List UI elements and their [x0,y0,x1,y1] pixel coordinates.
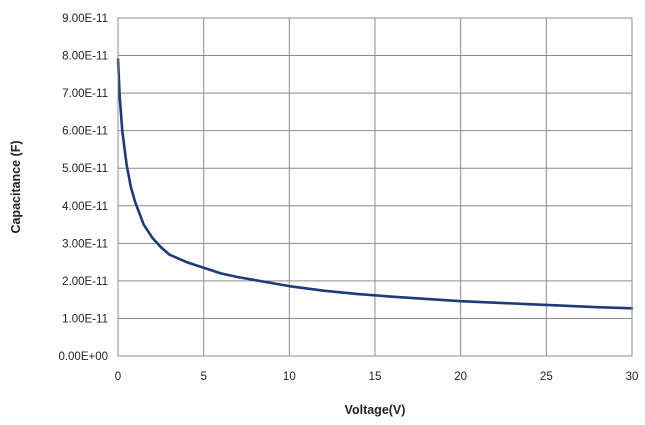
x-tick-label: 15 [369,371,382,383]
x-tick-label: 25 [540,371,553,383]
x-tick-label: 10 [283,371,296,383]
x-tick-label: 5 [200,371,206,383]
y-tick-label: 6.00E-11 [62,126,108,138]
y-tick-label: 3.00E-11 [62,238,108,250]
x-tick-label: 30 [626,371,639,383]
capacitance-series-line [116,58,634,310]
y-tick-label: 5.00E-11 [62,163,108,175]
y-axis-title: Capacitance (F) [9,140,23,233]
x-tick-labels: 0 5 10 15 20 25 30 [115,371,639,383]
series-group [116,58,634,310]
x-tick-label: 20 [454,371,467,383]
y-tick-label: 0.00E+00 [58,351,108,363]
y-tick-label: 7.00E-11 [62,88,108,100]
y-tick-labels: 0.00E+00 1.00E-11 2.00E-11 3.00E-11 4.00E-11… [58,13,108,363]
x-tick-label: 0 [115,371,121,383]
x-axis-title: Voltage(V) [345,403,406,417]
y-tick-label: 8.00E-11 [62,51,108,63]
y-tick-label: 1.00E-11 [62,313,108,325]
y-tick-label: 4.00E-11 [62,201,108,213]
plot-area-border [117,17,633,357]
y-tick-label: 9.00E-11 [62,13,108,25]
y-tick-label: 2.00E-11 [62,276,108,288]
